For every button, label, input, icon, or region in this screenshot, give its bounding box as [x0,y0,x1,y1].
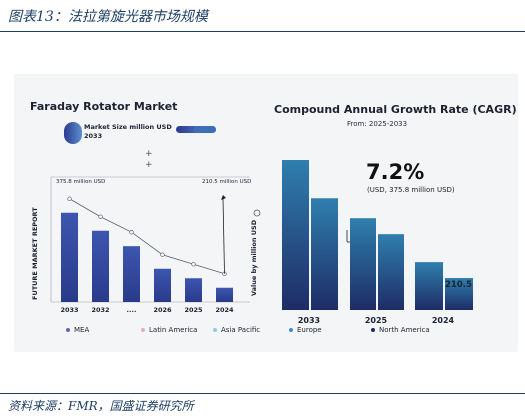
legend-item: Latin America [141,326,197,334]
right-chart-subtitle: From: 2025-2033 [347,120,408,128]
bar-2024 [216,287,233,302]
legend-dot-icon [141,328,145,332]
x-tick-label: .... [127,306,137,314]
trend-point [191,262,196,267]
x-tick-label: 2033 [60,306,78,314]
x-tick-label: 2032 [91,306,109,314]
growth-arrow [222,197,225,274]
bar-2025-b [378,234,404,310]
left-bar-chart: 2033 2032.... 2026 2025 2024 375.8 million US… [56,179,251,314]
trend-point [129,230,134,235]
legend-label: Europe [297,326,322,334]
figure-title: 图表13：法拉第旋光器市场规模 [8,9,208,25]
legend-label: Asia Pacific [221,326,261,334]
cagr-value: 7.2% [366,160,425,184]
legend-dot-icon [371,328,375,332]
bar-.... [123,246,140,302]
x-tick-label: 2025 [365,316,388,325]
legend-label: North America [379,326,430,334]
figure-source: 资料来源：FMR，国盛证券研究所 [8,399,194,413]
bar-2024-b [445,278,473,310]
legend-item: Europe [289,326,322,334]
bar-2025-a [350,218,376,310]
info-icon [253,209,261,217]
legend-dot-icon [289,328,293,332]
x-tick-label: 2025 [184,306,203,314]
infographic-panel: Faraday Rotator Market Compound Annual G… [14,74,518,352]
legend-dot-icon [66,328,70,332]
bar-2025 [185,278,202,302]
x-tick-label: 2024 [215,306,234,314]
bar-2026 [154,268,171,302]
charts-svg: + + 2033 2032.... 2026 2025 2024 375.8 millio… [50,122,473,325]
left-legend-label: Market Size million USD [84,123,172,131]
legend-item: North America [371,326,430,334]
sparkle-icon: + [145,160,153,170]
source-rule [0,393,525,394]
trend-point [160,252,165,257]
sparkle-icon: + [145,149,153,159]
legend-dot-icon [213,328,217,332]
title-rule [0,31,525,32]
bar-2024-a [415,262,443,310]
value-label-2024: 210.5 [445,280,472,290]
annotation-2024: 210.5 million USD [202,179,251,185]
right-bar-chart: 2033 2025 2024 210.5 [282,160,473,325]
legend-pill-large [64,122,82,144]
bar-2033-a [282,160,309,310]
trend-point [98,214,103,219]
bar-2033-b [311,198,338,310]
x-tick-label: 2026 [153,306,172,314]
left-legend-year: 2033 [84,132,103,140]
legend-item: MEA [66,326,89,334]
x-tick-label: 2033 [298,316,320,325]
trend-point [67,196,72,201]
bar-2033 [61,212,78,302]
region-legend: MEA Latin America Asia Pacific Europe North … [14,326,518,338]
left-chart-title: Faraday Rotator Market [30,100,178,113]
legend-pill-small-2 [194,126,216,133]
right-chart-title: Compound Annual Growth Rate (CAGR) [274,103,517,116]
trend-line [69,198,225,275]
x-tick-label: 2024 [432,316,455,325]
growth-arrowhead [221,195,226,200]
cagr-note: (USD, 375.8 million USD) [367,186,455,194]
legend-label: Latin America [149,326,198,334]
annotation-2033: 375.8 million USD [56,179,105,185]
legend-item: Asia Pacific [213,326,260,334]
bar-2032 [92,230,109,302]
legend-label: MEA [74,326,90,334]
